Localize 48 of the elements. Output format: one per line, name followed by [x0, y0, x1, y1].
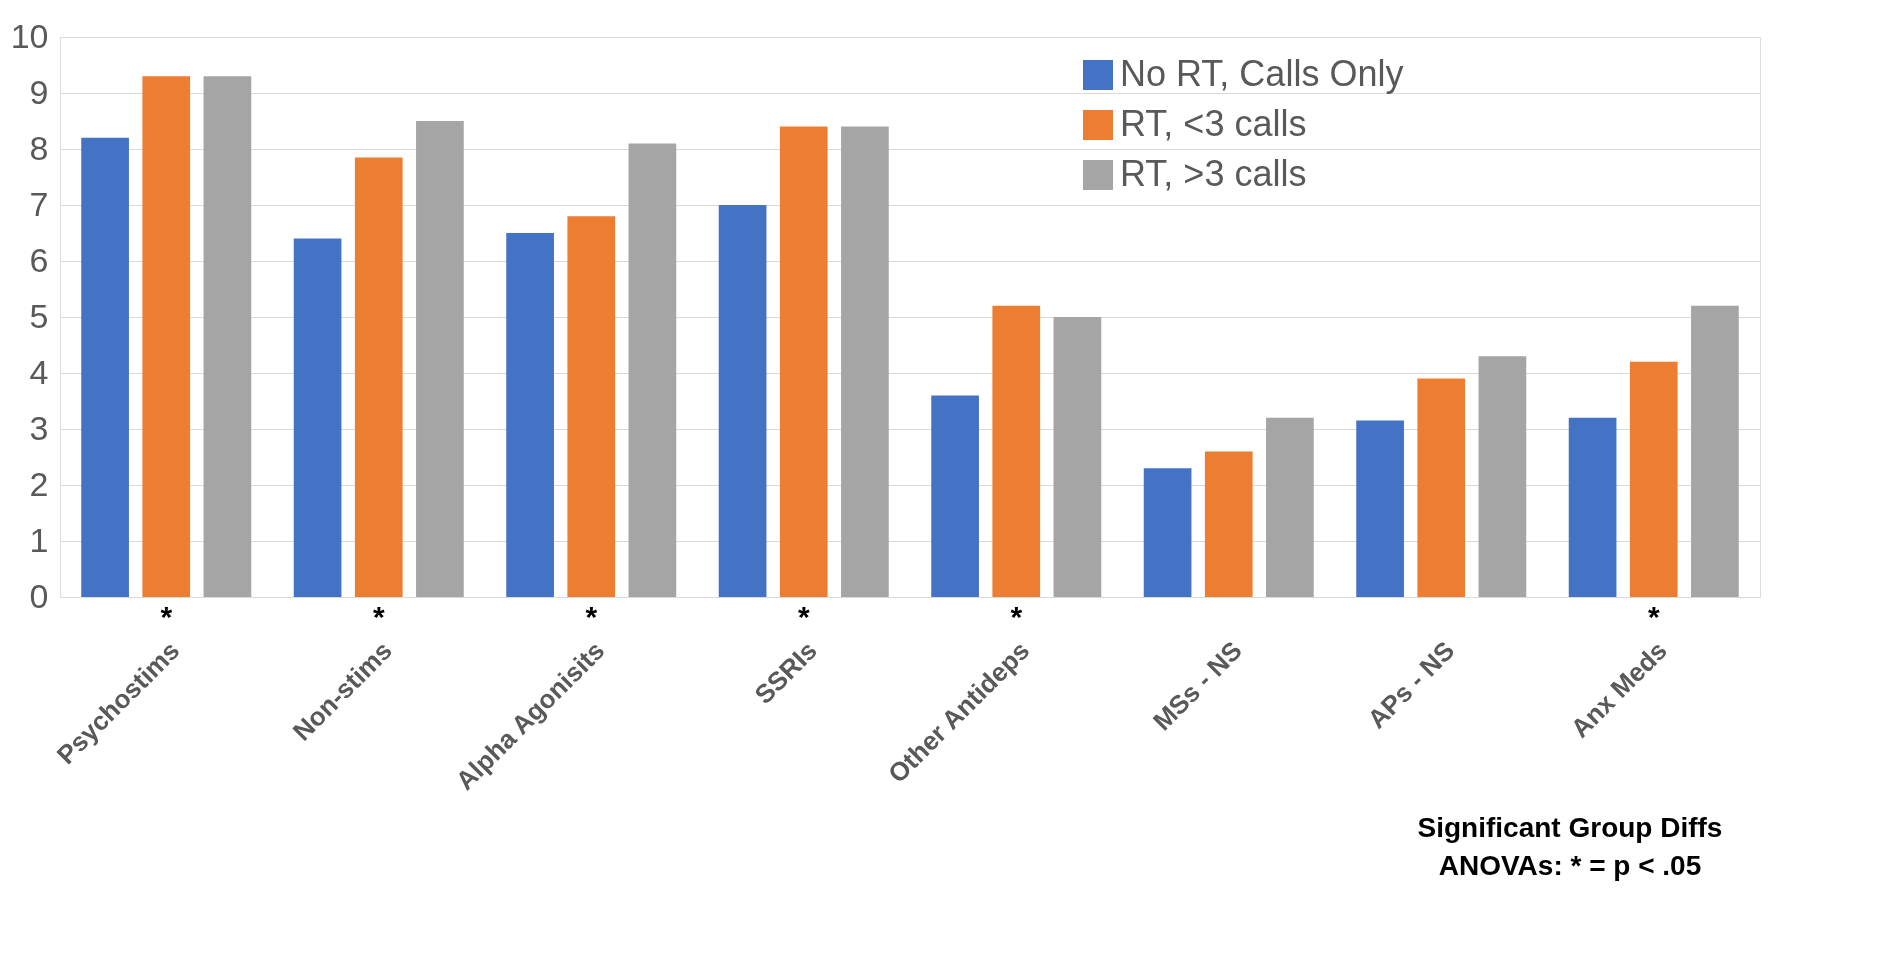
bar	[1053, 317, 1102, 597]
y-tick-label: 1	[29, 520, 49, 559]
bar	[416, 121, 464, 597]
annotation: *	[797, 600, 810, 633]
annotation: *	[372, 600, 385, 633]
bar	[567, 216, 616, 597]
annotation: *	[1010, 600, 1023, 633]
annotation: *	[1647, 600, 1660, 633]
y-tick-label: 0	[29, 576, 49, 615]
x-tick-label: APs - NS	[1361, 635, 1461, 735]
bar	[841, 126, 889, 597]
bar	[1478, 356, 1527, 597]
bar	[718, 205, 767, 597]
bar	[142, 76, 191, 597]
annotation: *	[160, 600, 173, 633]
bar	[931, 395, 979, 597]
bar	[628, 143, 677, 597]
bar	[506, 233, 554, 597]
y-tick-label: 3	[29, 408, 49, 447]
x-tick-label: MSs - NS	[1146, 635, 1248, 737]
bar	[293, 238, 342, 597]
bar	[1568, 417, 1617, 597]
y-tick-label: 5	[29, 296, 49, 335]
bar	[1266, 417, 1314, 597]
bar	[1204, 451, 1253, 597]
text: ANOVAs: * = p < .05	[1438, 850, 1702, 882]
y-tick-label: 6	[29, 240, 49, 279]
y-tick-label: 10	[10, 16, 49, 55]
bar	[1143, 468, 1192, 597]
bar	[1356, 420, 1404, 597]
y-tick-label: 8	[29, 128, 49, 167]
bar	[1417, 378, 1466, 597]
y-tick-label: 4	[29, 352, 49, 391]
legend-label: RT, <3 calls	[1120, 103, 1307, 144]
legend-label: No RT, Calls Only	[1120, 53, 1404, 94]
y-tick-label: 9	[29, 72, 49, 111]
y-tick-label: 2	[29, 464, 49, 503]
bar	[1691, 305, 1739, 597]
bar	[779, 126, 828, 597]
bar	[992, 305, 1041, 597]
bar	[81, 137, 129, 597]
annotation: *	[585, 600, 598, 633]
text: Significant Group Diffs	[1417, 812, 1723, 844]
y-tick-label: 7	[29, 184, 49, 223]
legend-label: RT, >3 calls	[1120, 153, 1307, 194]
bar	[203, 76, 252, 597]
bar	[1629, 361, 1678, 597]
bar	[354, 157, 403, 597]
